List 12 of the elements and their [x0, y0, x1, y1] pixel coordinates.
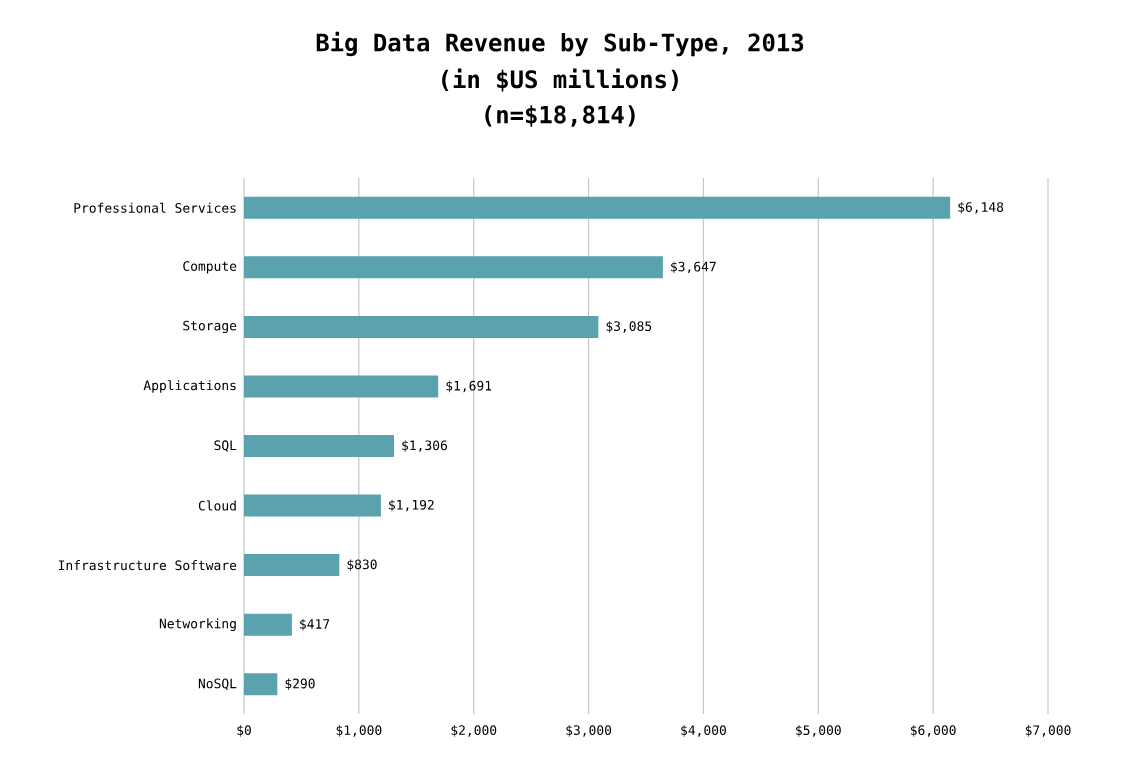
bar — [244, 196, 951, 219]
bar — [244, 613, 292, 636]
bar — [244, 435, 395, 458]
chart-subtitle: (in $US millions) — [442, 68, 678, 92]
bar — [244, 494, 381, 517]
bar — [244, 375, 439, 398]
bar — [244, 256, 663, 279]
bar — [244, 673, 278, 696]
bar — [244, 554, 340, 577]
chart-title: Big Data Revenue by Sub-Type, 2013 — [316, 31, 804, 57]
bar — [244, 315, 599, 338]
text: (n=$18,814) — [485, 105, 635, 127]
